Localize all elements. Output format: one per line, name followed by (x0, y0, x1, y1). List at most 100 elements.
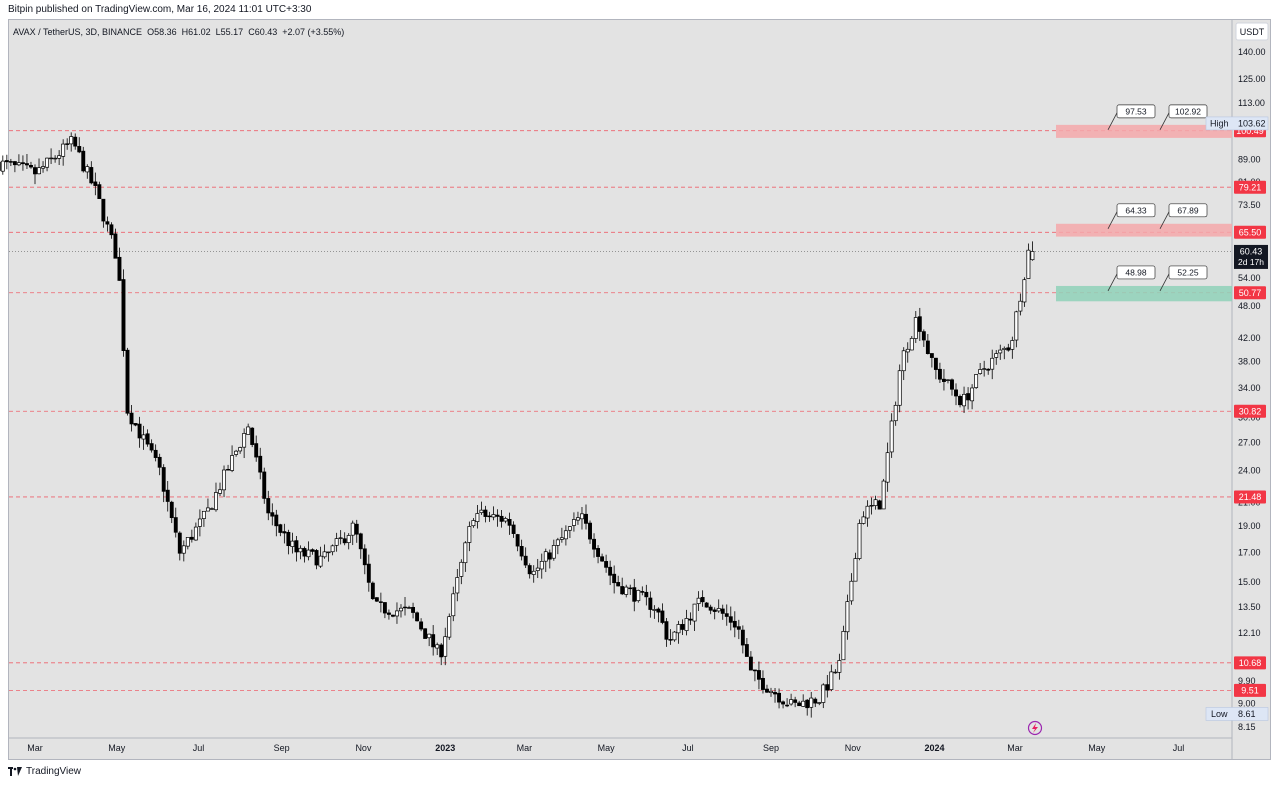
price-axis-label: 27.00 (1238, 438, 1261, 448)
price-axis-label: 19.00 (1238, 521, 1261, 531)
price-axis-label: 9.00 (1238, 698, 1256, 708)
candle-down (986, 368, 991, 371)
candle-up (334, 538, 339, 546)
candle-up (696, 597, 701, 604)
candle-down (169, 501, 174, 519)
candle-up (49, 157, 54, 160)
candle-down (386, 612, 391, 615)
level-price-tag (1234, 683, 1266, 697)
candle-up (210, 508, 214, 510)
candle-down (736, 626, 741, 630)
level-price-tag (1234, 490, 1266, 504)
candle-down (117, 256, 122, 281)
level-price-tag (1234, 286, 1266, 300)
candle-down (648, 597, 653, 610)
candle-up (399, 607, 403, 612)
ohlc-open: O58.36 (147, 27, 177, 37)
candle-down (310, 549, 315, 552)
candle-up (684, 618, 689, 631)
level-price-text: 79.21 (1239, 182, 1262, 192)
candle-down (656, 608, 661, 613)
currency-button[interactable]: USDT (1235, 22, 1269, 41)
footer: TradingView (8, 766, 81, 777)
candle-down (109, 224, 114, 236)
candle-down (97, 184, 102, 199)
candle-down (419, 621, 424, 630)
last-price-tag (1234, 244, 1268, 269)
low-label: Low (1211, 709, 1228, 719)
candle-down (133, 423, 138, 426)
callout-pointer (1107, 273, 1118, 292)
candle-up (990, 357, 995, 370)
footer-brand[interactable]: TradingView (26, 766, 82, 777)
candle-up (567, 526, 572, 531)
candle-down (680, 624, 685, 630)
candle-down (314, 550, 319, 566)
zone-callout-left: 97.53 (1125, 106, 1147, 116)
candle-down (584, 513, 588, 524)
candle-down (941, 378, 946, 382)
candle-up (913, 317, 918, 339)
candle-down (616, 582, 621, 587)
candle-down (507, 519, 512, 526)
candle-up (427, 633, 432, 639)
candle-down (177, 532, 182, 554)
candle-down (354, 523, 359, 535)
candle-down (382, 602, 387, 614)
candle-down (499, 515, 504, 522)
candle-up (395, 610, 399, 617)
candle-down (258, 455, 263, 473)
candle-down (700, 597, 705, 603)
level-price-text: 65.50 (1239, 228, 1262, 238)
candle-up (946, 379, 950, 381)
candle-down (668, 639, 673, 641)
level-price-text: 10.68 (1239, 658, 1262, 668)
candle-down (294, 540, 299, 553)
zone-callout-right: 102.92 (1175, 106, 1201, 116)
candle-up (551, 545, 556, 559)
lightning-icon-bolt (1032, 723, 1038, 733)
candle-down (588, 522, 592, 540)
candle-up (141, 434, 146, 440)
candle-up (234, 450, 239, 455)
candle-up (559, 537, 564, 540)
candle-up (1018, 300, 1023, 312)
candle-up (849, 580, 854, 602)
candle-up (576, 517, 580, 521)
price-axis-label: 15.00 (1238, 577, 1261, 587)
candle-down (302, 548, 307, 557)
candle-up (563, 530, 568, 540)
candle-up (451, 593, 456, 617)
candle-up (290, 540, 295, 547)
price-axis-label: 140.00 (1238, 47, 1266, 57)
candle-down (813, 698, 818, 704)
time-axis-label: May (108, 743, 126, 753)
candle-down (640, 591, 645, 593)
candle-up (447, 616, 452, 638)
candle-down (600, 556, 605, 562)
candle-up (998, 349, 1003, 354)
low-tag (1205, 707, 1269, 721)
chart-pane[interactable] (8, 19, 1271, 760)
candle-down (954, 389, 958, 397)
ohlc-low: L55.17 (215, 27, 244, 37)
price-axis-label: 42.00 (1238, 333, 1261, 343)
candle-up (459, 561, 464, 577)
time-axis-label: Nov (845, 743, 862, 753)
candle-down (165, 489, 170, 502)
candle-down (644, 591, 649, 598)
candle-up (463, 542, 468, 564)
candle-down (708, 606, 713, 611)
candle-up (503, 518, 508, 522)
time-axis: Mar May Jul Sep Nov 2023 Mar May Jul Sep Nov 2024 Ma… (27, 743, 1184, 753)
candle-down (411, 606, 416, 613)
candle-down (950, 379, 954, 390)
candle-up (821, 684, 826, 703)
candle-up (435, 644, 440, 649)
level-price-tag (1234, 180, 1266, 194)
candle-up (479, 509, 484, 514)
candle-down (740, 629, 745, 646)
candle-up (801, 700, 806, 707)
